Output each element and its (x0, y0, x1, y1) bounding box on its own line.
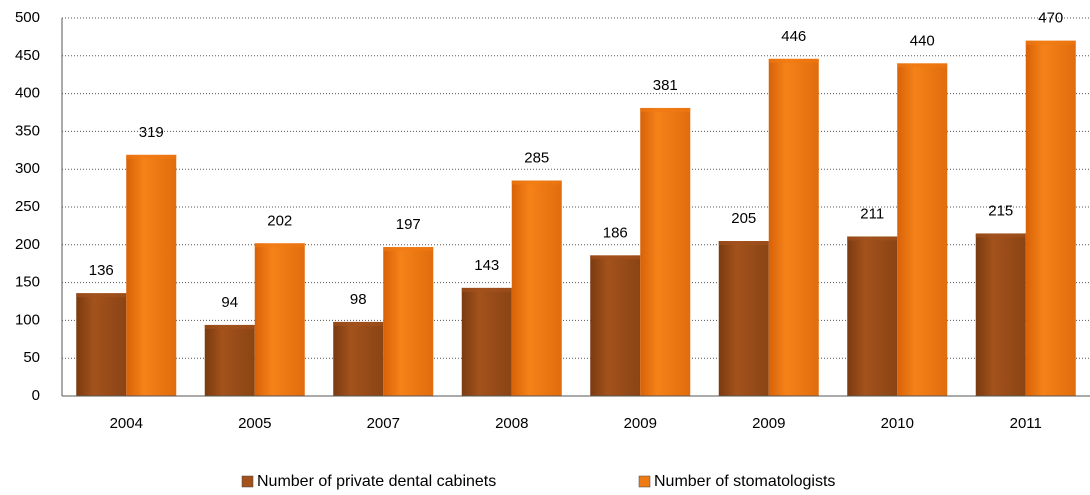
x-tick-label: 2011 (1010, 415, 1042, 432)
bar-top (975, 233, 1026, 238)
bar-top (768, 58, 819, 63)
bar (975, 233, 1026, 396)
bar-top (511, 180, 562, 185)
y-tick-label: 400 (15, 85, 40, 102)
legend-label: Number of stomatologists (654, 473, 835, 490)
bar (204, 324, 255, 396)
x-tick-label: 2005 (238, 415, 271, 432)
y-tick-label: 100 (15, 311, 40, 328)
bar (383, 247, 434, 396)
value-label: 98 (350, 291, 367, 308)
value-label: 215 (988, 202, 1013, 219)
bar-top (1025, 40, 1076, 45)
bar (640, 107, 691, 397)
y-tick-label: 450 (15, 47, 40, 64)
y-tick-label: 300 (15, 160, 40, 177)
y-tick-label: 200 (15, 236, 40, 253)
bar (768, 58, 819, 396)
value-label: 202 (267, 212, 292, 229)
x-tick-label: 2004 (110, 415, 143, 432)
bar (461, 287, 512, 396)
bar (254, 243, 305, 396)
bar (333, 321, 384, 396)
value-label: 205 (731, 210, 756, 227)
bar (847, 236, 898, 396)
value-label: 94 (221, 294, 238, 311)
value-label: 197 (396, 216, 421, 233)
bar-top (254, 243, 305, 248)
x-tick-label: 2010 (881, 415, 914, 432)
bar-top (461, 287, 512, 292)
value-label: 136 (89, 262, 114, 279)
x-tick-label: 2009 (624, 415, 657, 432)
value-label: 143 (474, 257, 499, 274)
bar (590, 255, 641, 396)
bar-top (640, 107, 691, 112)
x-tick-label: 2007 (367, 415, 400, 432)
x-tick-label: 2009 (752, 415, 785, 432)
legend-swatch (241, 475, 254, 488)
value-label: 440 (910, 32, 935, 49)
bar-top (333, 321, 384, 326)
bar (718, 241, 769, 396)
y-tick-label: 250 (15, 198, 40, 215)
value-label: 319 (139, 124, 164, 141)
legend-label: Number of private dental cabinets (257, 473, 496, 490)
bar-top (76, 293, 127, 298)
bar-top (718, 241, 769, 246)
bar-top (590, 255, 641, 260)
bar (76, 293, 127, 396)
bar (511, 180, 562, 396)
y-tick-label: 50 (23, 349, 40, 366)
bar (1025, 40, 1076, 397)
legend-swatch (638, 475, 651, 488)
value-label: 211 (860, 205, 884, 222)
bar-top (847, 236, 898, 241)
bar-top (383, 247, 434, 252)
bar (897, 63, 948, 397)
value-label: 381 (653, 77, 678, 94)
value-label: 446 (781, 28, 806, 45)
y-tick-label: 350 (15, 122, 40, 139)
y-tick-label: 500 (15, 9, 40, 26)
bar-top (897, 63, 948, 68)
value-label: 186 (603, 224, 628, 241)
value-label: 285 (524, 150, 549, 167)
x-tick-label: 2008 (495, 415, 528, 432)
bar-top (126, 154, 177, 159)
bar-top (204, 324, 255, 329)
y-tick-label: 150 (15, 274, 40, 291)
bar (126, 154, 177, 396)
value-label: 470 (1038, 10, 1063, 27)
y-tick-label: 0 (32, 387, 40, 404)
